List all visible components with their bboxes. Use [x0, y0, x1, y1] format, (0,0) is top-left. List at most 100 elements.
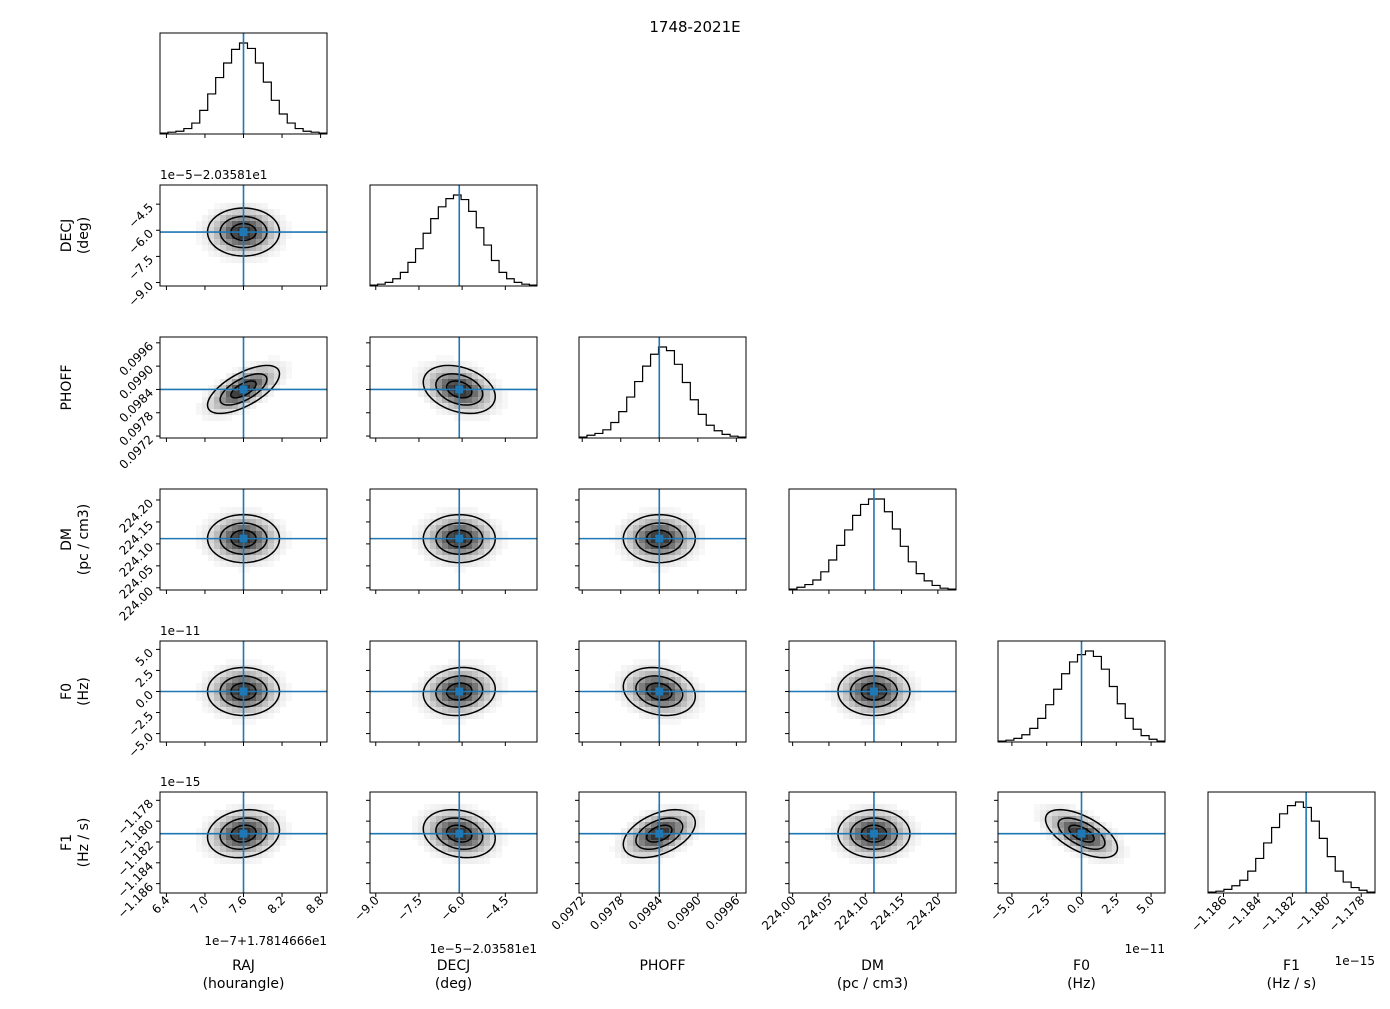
contour-2 [219, 373, 268, 406]
contour-3 [422, 364, 496, 415]
x-offset-text: 1e−15 [1335, 954, 1375, 968]
axes-frame [578, 791, 747, 894]
contour-1 [445, 824, 473, 843]
y-tick-label: 5.0 [133, 646, 156, 669]
y-axis-unit: (Hz) [76, 677, 92, 706]
panel-decj-vs-f0 [366, 640, 538, 746]
truth-marker [455, 829, 464, 838]
x-tick-label: 2.5 [1099, 893, 1122, 916]
hist-panel-phoff [578, 336, 747, 442]
x-axis-label: F0 [1073, 958, 1090, 974]
axes-frame [1207, 791, 1376, 894]
x-axis-unit: (hourangle) [203, 976, 285, 992]
x-tick-label: −1.178 [1326, 893, 1367, 934]
contour-2 [435, 373, 484, 406]
x-offset-text: 1e−7+1.7814666e1 [204, 934, 327, 948]
truth-marker [239, 534, 248, 543]
contour-2 [219, 675, 268, 708]
x-tick-label: −1.182 [1257, 893, 1298, 934]
x-tick-label: −7.5 [395, 893, 426, 924]
y-tick-label: 0.0 [133, 688, 156, 711]
hist-step-dm [789, 498, 956, 590]
contour-1 [645, 682, 673, 701]
contour-1 [1068, 824, 1095, 843]
axes-frame [578, 488, 747, 591]
truth-marker [869, 687, 878, 696]
contour-2 [219, 215, 268, 249]
contour-1 [445, 682, 473, 701]
contour-2 [435, 817, 484, 851]
x-tick-label: −4.5 [481, 893, 512, 924]
x-axis-label: DM [861, 958, 884, 974]
x-tick-label: 0.0978 [587, 893, 627, 933]
x-tick-label: −5.0 [988, 893, 1019, 924]
y-axis-title-f1: F1 (Hz / s) [59, 818, 92, 868]
axes-frame [578, 336, 747, 439]
y-axis-title-f0: F0 (Hz) [59, 677, 92, 706]
y-axis-label: DM [59, 528, 75, 551]
contour-2 [1057, 817, 1106, 850]
contour-2 [219, 817, 268, 851]
x-tick-label: 7.6 [226, 893, 249, 916]
y-offset-text: 1e−5−2.03581e1 [160, 168, 267, 182]
hist-step-phoff [579, 346, 746, 438]
contour-2 [849, 817, 899, 851]
contour-1 [230, 529, 257, 548]
truth-marker [239, 385, 248, 394]
hist-panel-f0 [997, 640, 1166, 746]
axes-frame [369, 488, 538, 591]
x-tick-label: −2.5 [1022, 893, 1053, 924]
x-tick-label: −1.180 [1292, 893, 1333, 934]
contour-3 [206, 513, 281, 564]
x-axis-label: DECJ [437, 958, 471, 974]
panel-phoff-vs-f0 [575, 640, 747, 746]
x-tick-label: −1.184 [1223, 893, 1264, 934]
x-tick-label: 224.15 [868, 893, 908, 933]
y-axis-label: F0 [59, 683, 75, 700]
contour-1 [445, 380, 473, 399]
y-axis-label: F1 [59, 834, 75, 851]
truth-marker [869, 829, 878, 838]
figure-title: 1748-2021E [649, 18, 740, 36]
contour-1 [860, 824, 888, 843]
contour-2 [849, 675, 899, 708]
x-tick-label: 0.0996 [703, 893, 743, 933]
axes-frame [788, 791, 957, 894]
hist-panel-raj [159, 32, 328, 138]
contour-2 [635, 522, 684, 555]
axes-frame [369, 791, 538, 894]
axes-frame [788, 488, 957, 591]
x-tick-label: 224.00 [759, 893, 799, 933]
x-tick-label: 5.0 [1134, 893, 1157, 916]
panel-raj-vs-f1: 6.4 7.0 7.6 8.2 8.8−1.186−1.184−1.182−1.180−… [115, 791, 328, 921]
contour-2 [435, 675, 484, 708]
x-axis-unit: (Hz) [1067, 976, 1096, 992]
contour-3 [1044, 808, 1119, 859]
panel-decj-vs-phoff [366, 336, 538, 442]
contour-2 [219, 522, 268, 555]
x-tick-label: 0.0990 [664, 893, 704, 933]
panel-f0-vs-f1: −5.0 −2.5 0.0 2.5 5.0 [988, 791, 1166, 924]
x-tick-label: 8.8 [303, 893, 326, 916]
y-axis-unit: (deg) [76, 217, 92, 254]
x-tick-label: 0.0972 [549, 893, 589, 933]
x-offset-text: 1e−11 [1125, 942, 1165, 956]
contour-1 [230, 222, 257, 242]
x-tick-label: 0.0 [1064, 893, 1087, 916]
panel-raj-vs-decj: −9.0−7.5−6.0−4.5 [126, 184, 328, 310]
hist-step-f1 [1208, 801, 1375, 893]
y-tick-label: −9.0 [126, 279, 157, 310]
y-tick-label: −4.5 [126, 200, 157, 231]
y-tick-label: 2.5 [133, 667, 156, 690]
contour-3 [837, 666, 911, 717]
y-offset-text: 1e−15 [160, 775, 200, 789]
truth-marker [455, 385, 464, 394]
x-axis-unit: (Hz / s) [1267, 976, 1317, 992]
truth-marker [239, 228, 248, 237]
x-axis-label: PHOFF [639, 958, 685, 974]
